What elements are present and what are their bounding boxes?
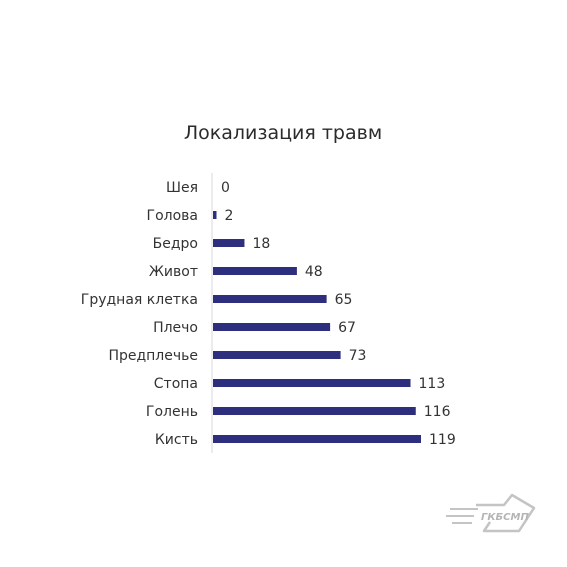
bar	[213, 211, 217, 219]
bar	[213, 407, 416, 415]
chart-title: Локализация травм	[184, 122, 382, 144]
category-label: Живот	[149, 264, 198, 280]
category-label: Кисть	[155, 432, 198, 448]
category-label: Стопа	[154, 376, 198, 392]
bar	[213, 435, 421, 443]
bar	[213, 323, 331, 331]
data-label: 2	[224, 208, 233, 224]
bar	[213, 351, 341, 359]
data-label: 18	[252, 236, 270, 252]
bar	[213, 267, 297, 275]
data-label: 119	[429, 432, 456, 448]
category-label: Голова	[147, 208, 198, 224]
category-label: Голень	[146, 404, 198, 420]
category-label: Предплечье	[108, 348, 198, 364]
logo-cross-outline-icon	[476, 493, 536, 533]
data-label: 65	[335, 292, 353, 308]
data-label: 0	[221, 180, 230, 196]
category-label: Грудная клетка	[81, 292, 198, 308]
category-label: Плечо	[153, 320, 198, 336]
data-label: 67	[338, 320, 356, 336]
data-label: 48	[305, 264, 323, 280]
bars-group: Шея 0 Голова 2 Бедро 18 Живот 48 Грудная клетка 6…	[81, 180, 456, 448]
hospital-logo: ГКБСМП	[446, 493, 536, 533]
category-label: Бедро	[153, 236, 198, 252]
bar	[213, 239, 245, 247]
data-label: 73	[349, 348, 367, 364]
data-label: 113	[419, 376, 446, 392]
data-label: 116	[424, 404, 451, 420]
logo-text: ГКБСМП	[481, 512, 529, 523]
category-label: Шея	[166, 180, 198, 196]
bar	[213, 379, 411, 387]
bar	[213, 295, 327, 303]
